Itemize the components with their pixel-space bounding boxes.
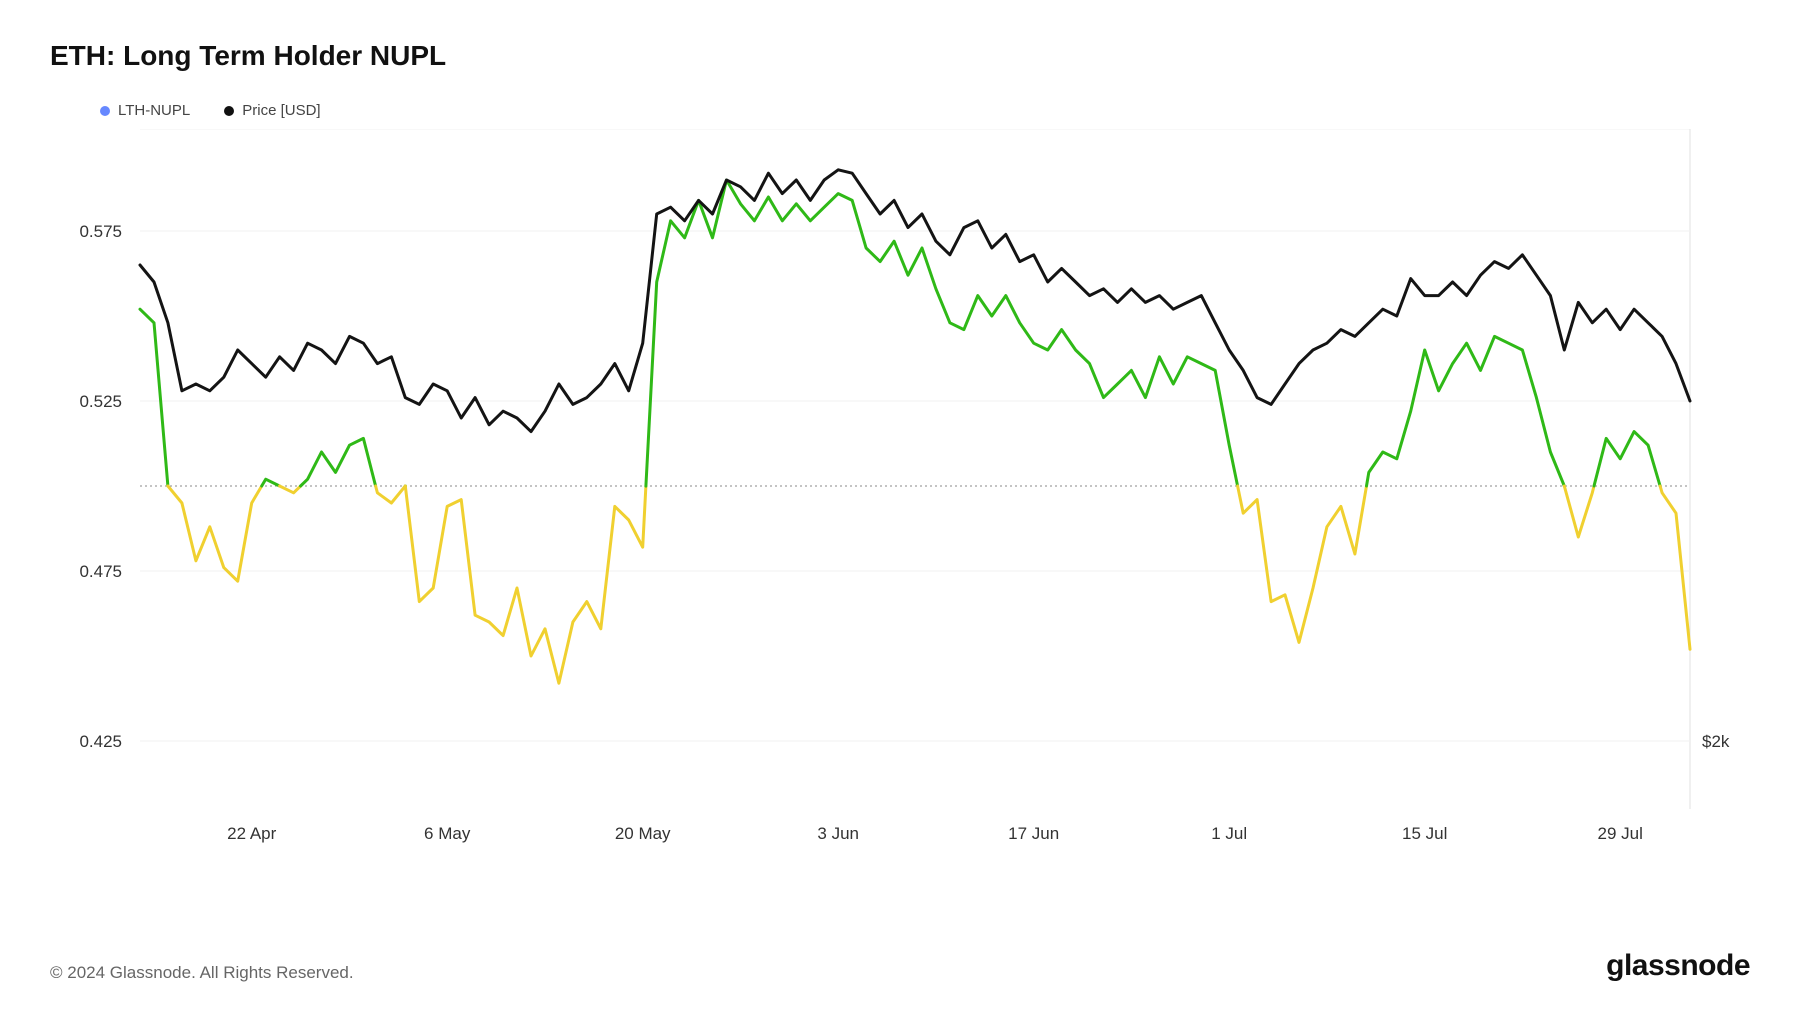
svg-text:0.525: 0.525 [79,392,122,411]
nupl-line-segment [262,479,280,486]
svg-text:6 May: 6 May [424,824,471,843]
nupl-line-segment [376,486,406,503]
svg-text:15 Jul: 15 Jul [1402,824,1447,843]
legend-dot-price [224,106,234,116]
legend-item-price: Price [USD] [224,102,320,119]
svg-text:0.475: 0.475 [79,562,122,581]
footer: © 2024 Glassnode. All Rights Reserved. g… [50,949,1750,983]
nupl-line-segment [1594,432,1660,486]
chart-title: ETH: Long Term Holder NUPL [50,40,1750,72]
svg-text:29 Jul: 29 Jul [1597,824,1642,843]
nupl-line-segment [280,486,301,493]
svg-text:22 Apr: 22 Apr [227,824,276,843]
nupl-line-segment [405,486,646,683]
nupl-line-segment [168,486,262,581]
nupl-line-segment [1660,486,1690,649]
svg-text:0.425: 0.425 [79,732,122,751]
copyright: © 2024 Glassnode. All Rights Reserved. [50,963,354,983]
svg-text:0.575: 0.575 [79,222,122,241]
nupl-line-segment [140,309,168,486]
legend: LTH-NUPL Price [USD] [100,102,1750,119]
svg-text:1 Jul: 1 Jul [1211,824,1247,843]
svg-text:$2k: $2k [1702,732,1730,751]
nupl-line-segment [646,180,1238,486]
legend-label-nupl: LTH-NUPL [118,102,190,119]
legend-item-nupl: LTH-NUPL [100,102,190,119]
chart-area: 0.425 0.475 0.525 0.575 22 Apr 6 May 20 May 3 J… [50,129,1750,869]
svg-text:17 Jun: 17 Jun [1008,824,1059,843]
brand-logo: glassnode [1606,949,1750,983]
legend-label-price: Price [USD] [242,102,320,119]
svg-text:3 Jun: 3 Jun [817,824,859,843]
nupl-line-segment [301,438,376,486]
nupl-line-segment [1238,486,1367,642]
legend-dot-nupl [100,106,110,116]
nupl-line-segment [1367,336,1565,486]
price-line [140,170,1690,432]
chart-svg: 0.425 0.475 0.525 0.575 22 Apr 6 May 20 May 3 J… [50,129,1750,869]
svg-text:20 May: 20 May [615,824,671,843]
nupl-line-segment [1564,486,1594,537]
